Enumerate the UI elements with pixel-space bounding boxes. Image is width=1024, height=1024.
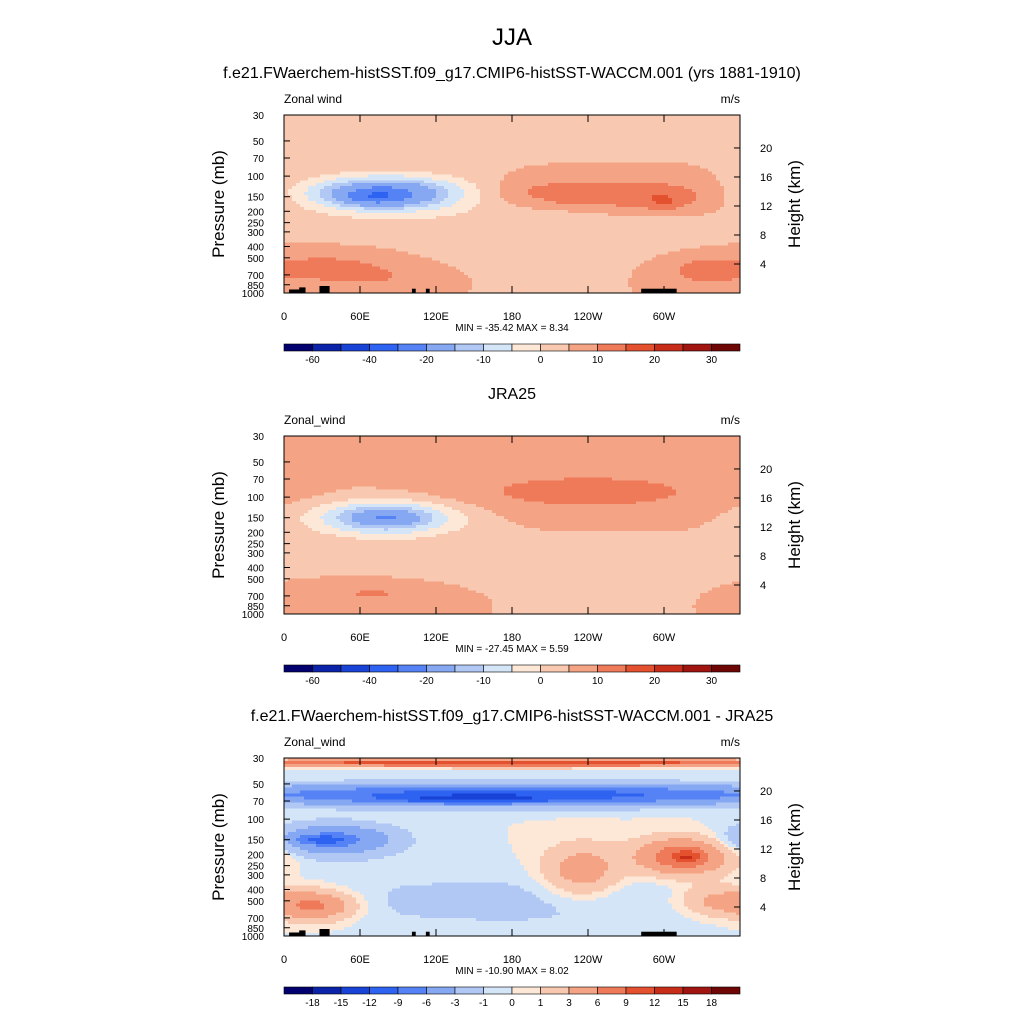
contour-field [284, 115, 741, 294]
panel-title: f.e21.FWaerchem-histSST.f09_g17.CMIP6-hi… [223, 65, 801, 82]
units-label: m/s [721, 92, 740, 106]
variable-label: Zonal wind [284, 92, 342, 106]
main-title: JJA [492, 24, 532, 51]
panel-1: f.e21.FWaerchem-histSST.f09_g17.CMIP6-hi… [209, 65, 804, 366]
